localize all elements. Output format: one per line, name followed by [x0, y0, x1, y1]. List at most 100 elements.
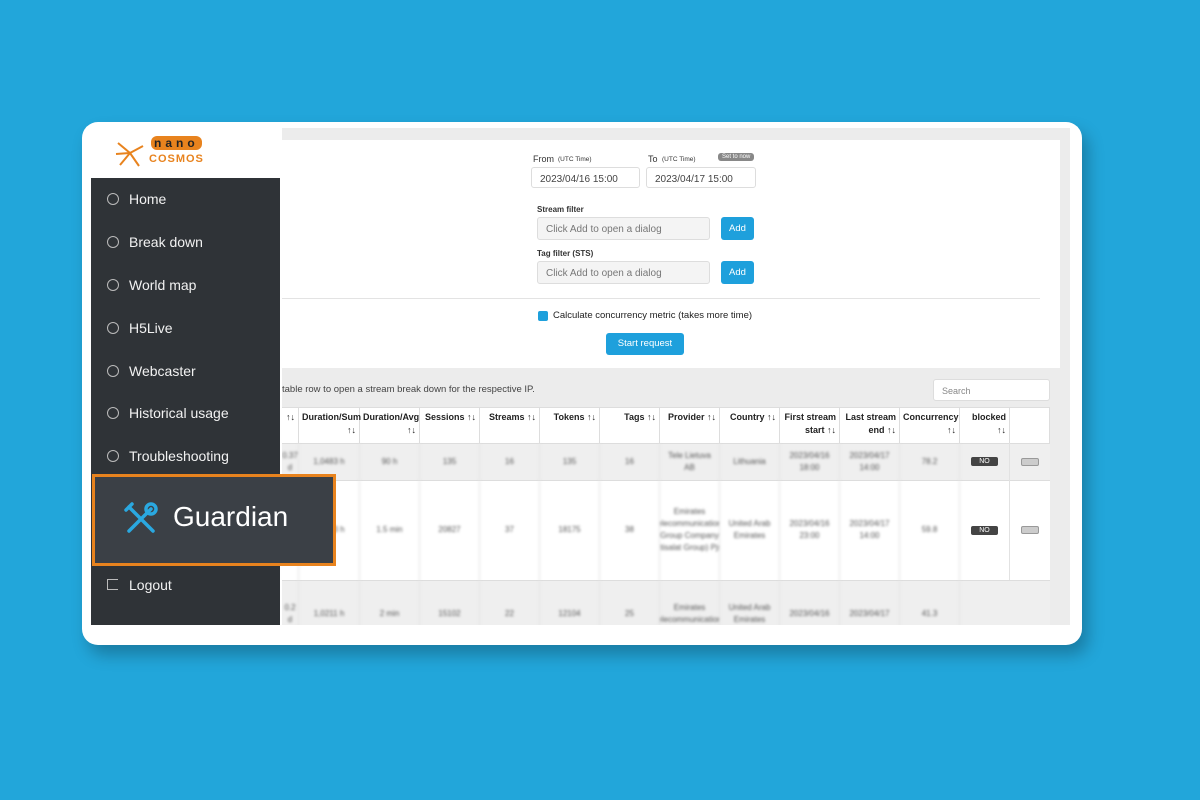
label: Stream filter: [537, 205, 584, 214]
column-header[interactable]: Duration/Sum ↑↓: [299, 407, 361, 443]
edit-button[interactable]: [1021, 457, 1039, 466]
search[interactable]: Search: [933, 379, 1050, 401]
table-cell: NO: [960, 480, 1010, 580]
table-cell: 78.2: [900, 443, 960, 480]
table-cell: 2023/04/17: [840, 580, 900, 625]
table-cell: 0.37 d: [282, 443, 299, 480]
table-cell: Emirates Telecommunications Group Compan…: [660, 480, 720, 580]
table-cell: Tele Lietuva AB: [660, 443, 720, 480]
button[interactable]: Add: [721, 217, 754, 240]
label: Calculate concurrency metric (takes more…: [553, 310, 753, 321]
column-header[interactable]: First stream start ↑↓: [780, 407, 840, 443]
table-row[interactable]: [282, 480, 1050, 580]
menu-item[interactable]: Troubleshooting: [91, 446, 280, 468]
form-panel: From (UTC Time) 2023/04/16 15:00 To (UTC Tim…: [282, 140, 1060, 368]
label: From: [533, 154, 554, 164]
menu-item[interactable]: Historical usage: [91, 403, 280, 425]
table-cell: 2023/04/16 18:00: [780, 443, 840, 480]
button[interactable]: Start request: [606, 333, 684, 355]
table-cell: United Arab Emirates: [720, 580, 780, 625]
column-header: [1010, 407, 1050, 443]
guardian-highlight[interactable]: Guardian: [92, 474, 336, 566]
table-cell: 135: [540, 443, 600, 480]
table-cell: 2023/04/16: [780, 580, 840, 625]
table-cell: 20827: [420, 480, 480, 580]
menu-icon: [107, 322, 119, 334]
input[interactable]: 2023/04/17 15:00: [646, 167, 756, 188]
input[interactable]: 2023/04/16 15:00: [531, 167, 640, 188]
menu-label: World map: [129, 277, 197, 293]
table-row[interactable]: [282, 443, 1050, 480]
menu-item[interactable]: Webcaster: [91, 361, 280, 383]
divider: [282, 298, 1040, 299]
column-header[interactable]: Provider ↑↓: [660, 407, 720, 443]
column-header[interactable]: Sessions ↑↓: [420, 407, 480, 443]
table-cell: 1,0483 h: [299, 443, 360, 480]
table-cell: 38: [600, 480, 660, 580]
column-header[interactable]: Country ↑↓: [720, 407, 780, 443]
blocked-badge[interactable]: NO: [971, 457, 998, 466]
table-cell: 37: [480, 480, 540, 580]
column-header[interactable]: Tokens ↑↓: [540, 407, 600, 443]
hint: table row to open a stream break down fo…: [282, 384, 535, 395]
table-cell: 90 h: [360, 443, 420, 480]
input[interactable]: Click Add to open a dialog: [537, 217, 710, 240]
menu-item[interactable]: H5Live: [91, 318, 280, 340]
guardian-label: Guardian: [173, 501, 289, 532]
hint: (UTC Time): [662, 156, 696, 163]
table-row[interactable]: [282, 580, 1050, 625]
table-cell: Lithuania: [720, 443, 780, 480]
menu-icon: [107, 407, 119, 419]
menu-item[interactable]: Break down: [91, 232, 280, 254]
table-cell: 135: [420, 443, 480, 480]
menu-label: Historical usage: [129, 405, 229, 421]
menu-label: Webcaster: [129, 363, 196, 379]
blocked-badge[interactable]: NO: [971, 525, 998, 535]
column-header[interactable]: Streams ↑↓: [480, 407, 540, 443]
table-cell: 22: [480, 580, 540, 625]
table-cell: 2023/04/17 14:00: [840, 480, 900, 580]
menu-icon: [107, 365, 119, 377]
hint: (UTC Time): [558, 156, 592, 163]
column-header[interactable]: Duration/Avg ↑↓: [360, 407, 420, 443]
column-header[interactable]: blocked ↑↓: [960, 407, 1010, 443]
logo-top: nano: [151, 136, 202, 150]
table-cell: 1.5 min: [360, 480, 420, 580]
column-header[interactable]: ↑↓: [282, 407, 299, 443]
menu-icon: [107, 279, 119, 291]
menu-label: Troubleshooting: [129, 448, 229, 464]
table-cell: 2023/04/17 14:00: [840, 443, 900, 480]
menu-label: H5Live: [129, 320, 173, 336]
menu-label: Home: [129, 191, 167, 207]
menu-icon: [107, 450, 119, 462]
table-cell: 25: [600, 580, 660, 625]
menu-icon: [107, 193, 119, 205]
table-cell: United Arab Emirates: [720, 480, 780, 580]
button[interactable]: Add: [721, 261, 754, 284]
menu-label: Logout: [129, 577, 172, 593]
checkbox[interactable]: [538, 311, 548, 321]
edit-button[interactable]: [1021, 526, 1039, 534]
menu-icon: [107, 236, 119, 248]
menu-item[interactable]: World map: [91, 275, 280, 297]
table-cell: 1,0211 h: [299, 580, 360, 625]
menu-item[interactable]: Logout: [91, 575, 280, 597]
table-cell: Emirates Telecommunications: [660, 580, 720, 625]
table-cell: 15102: [420, 580, 480, 625]
label: Tag filter (STS): [537, 249, 594, 258]
menu-item[interactable]: Home: [91, 189, 280, 211]
column-header[interactable]: Last stream end ↑↓: [840, 407, 900, 443]
column-header[interactable]: Tags ↑↓: [600, 407, 660, 443]
input[interactable]: Click Add to open a dialog: [537, 261, 710, 284]
badge[interactable]: Set to now: [718, 153, 755, 161]
menu-label: Break down: [129, 234, 203, 250]
logo-icon: [115, 142, 144, 167]
content: From (UTC Time) 2023/04/16 15:00 To (UTC Tim…: [282, 128, 1070, 625]
table-cell: 2 min: [360, 580, 420, 625]
table-cell: 59.8: [900, 480, 960, 580]
table-cell: 12104: [540, 580, 600, 625]
table-cell: NO: [960, 443, 1010, 480]
guardian-icon: [124, 502, 158, 533]
column-header[interactable]: Concurrency ↑↓: [900, 407, 960, 443]
